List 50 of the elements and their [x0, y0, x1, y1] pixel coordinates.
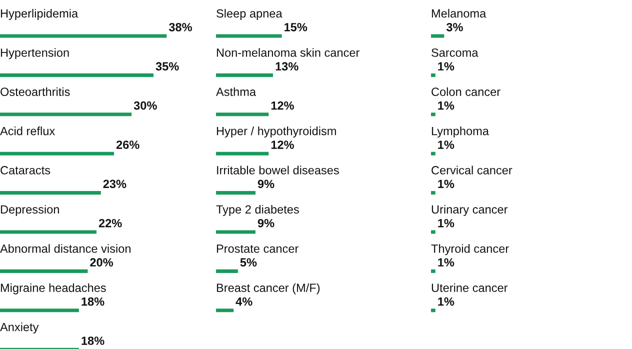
data-label: 30%	[134, 101, 157, 110]
y-tick-label: Anxiety	[0, 322, 39, 334]
y-tick-label: Prostate cancer	[216, 244, 298, 253]
data-label: 5%	[240, 258, 257, 267]
data-label: 1%	[438, 62, 454, 71]
y-tick-label: Cervical cancer	[432, 166, 512, 174]
y-tick-label: Sarcoma	[432, 48, 478, 57]
data-label: 1%	[438, 180, 454, 188]
y-tick-label: Asthma	[216, 87, 256, 96]
y-tick-label: Breast cancer (M/F)	[216, 283, 320, 294]
data-label: 18%	[82, 336, 104, 345]
y-tick-label: Non-melanoma skin cancer	[216, 48, 360, 57]
data-label: 4%	[236, 297, 252, 306]
y-tick-label: Thyroid cancer	[431, 244, 509, 256]
data-label: 9%	[258, 218, 274, 228]
y-tick-label: Melanoma	[432, 8, 486, 18]
data-label: 15%	[284, 23, 308, 32]
data-label: 23%	[103, 180, 126, 188]
y-tick-label: Abnormal distance vision	[0, 244, 130, 253]
y-tick-label: Hyperlipidemia	[0, 8, 78, 20]
data-label: 38%	[168, 22, 192, 32]
data-label: 1%	[438, 140, 454, 149]
data-label: 12%	[271, 140, 294, 149]
data-label: 1%	[438, 101, 454, 110]
y-tick-label: Hyper / hypothyroidism	[216, 126, 336, 138]
data-label: 1%	[438, 219, 454, 228]
data-label: 12%	[271, 101, 294, 110]
y-tick-label: Sleep apnea	[216, 8, 282, 20]
data-label: 13%	[276, 62, 298, 71]
data-label: 22%	[98, 218, 122, 228]
y-tick-label: Migraine headaches	[0, 283, 106, 294]
y-tick-label: Colon cancer	[432, 87, 500, 96]
y-tick-label: Hypertension	[0, 48, 69, 60]
y-tick-label: Uterine cancer	[432, 283, 508, 292]
y-tick-label: Osteoarthritis	[0, 87, 70, 96]
y-tick-label: Type 2 diabetes	[216, 204, 299, 216]
y-tick-label: Urinary cancer	[432, 204, 508, 216]
data-label: 1%	[438, 258, 454, 267]
data-label: 1%	[438, 297, 454, 306]
y-tick-label: Depression	[0, 204, 59, 216]
y-tick-label: Cataracts	[0, 166, 50, 174]
y-tick-label: Lymphoma	[432, 126, 489, 138]
data-label: 3%	[446, 22, 463, 32]
data-label: 20%	[90, 258, 114, 267]
data-label: 35%	[156, 62, 179, 71]
data-label: 9%	[258, 180, 274, 188]
y-tick-label: Irritable bowel diseases	[217, 166, 339, 174]
y-tick-label: Acid reflux	[0, 126, 55, 136]
data-label: 18%	[82, 297, 104, 306]
data-label: 26%	[116, 140, 140, 149]
